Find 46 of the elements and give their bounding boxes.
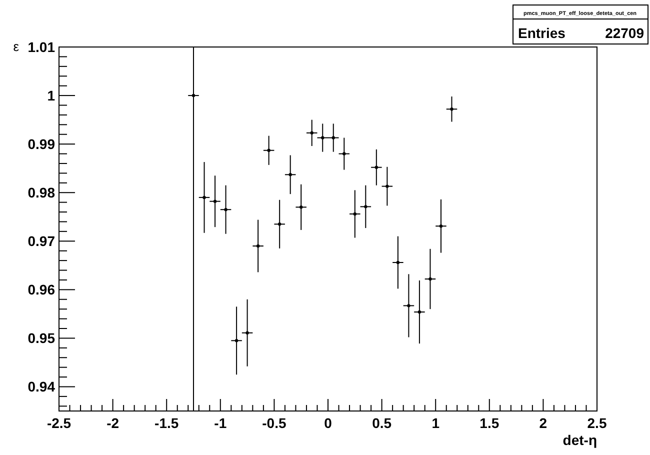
y-tick-label: 0.95 (28, 330, 56, 346)
x-tick-label: -1.5 (154, 415, 179, 431)
x-tick-label: 2.5 (587, 415, 607, 431)
x-axis-title: det-η (562, 432, 597, 448)
point (321, 136, 324, 140)
x-tick-label: -2 (106, 415, 120, 431)
text: Entries 22709 (518, 25, 644, 41)
point (386, 184, 389, 188)
point (342, 152, 346, 156)
point (353, 212, 356, 216)
x-tick-label: 1 (432, 415, 440, 431)
point (450, 108, 454, 111)
x-tick-label: 0 (324, 415, 332, 431)
y-tick-label: 0.98 (28, 184, 56, 201)
x-tick-label: -0.5 (262, 415, 286, 431)
x-tick-label: -2.5 (46, 415, 72, 431)
point (288, 173, 292, 176)
point (246, 331, 249, 334)
point (267, 148, 270, 152)
point (418, 310, 422, 314)
x-tick-label: 1.5 (480, 415, 500, 431)
x-tick-label: 2 (539, 415, 548, 431)
point (234, 339, 238, 342)
point (407, 304, 410, 308)
point (364, 205, 368, 208)
point (213, 200, 217, 203)
y-axis-title: ε (13, 39, 20, 54)
point (278, 222, 282, 226)
y-tick-label: 1.01 (28, 39, 56, 55)
point (396, 260, 400, 264)
x-tick-label: 0.5 (372, 415, 392, 431)
y-tick-label: 0.96 (28, 282, 56, 298)
point (332, 136, 335, 140)
y-tick-label: 0.99 (28, 136, 56, 152)
point (256, 244, 260, 248)
point (439, 224, 443, 228)
point (374, 166, 378, 169)
point (224, 208, 228, 212)
point (300, 206, 303, 209)
y-tick-label: 0.97 (28, 233, 56, 250)
y-tick-label: 1 (47, 88, 56, 104)
point (202, 196, 206, 200)
point (310, 131, 314, 135)
y-tick-label: 0.94 (28, 378, 56, 395)
x-tick-label: -1 (214, 415, 227, 431)
point (428, 277, 432, 281)
